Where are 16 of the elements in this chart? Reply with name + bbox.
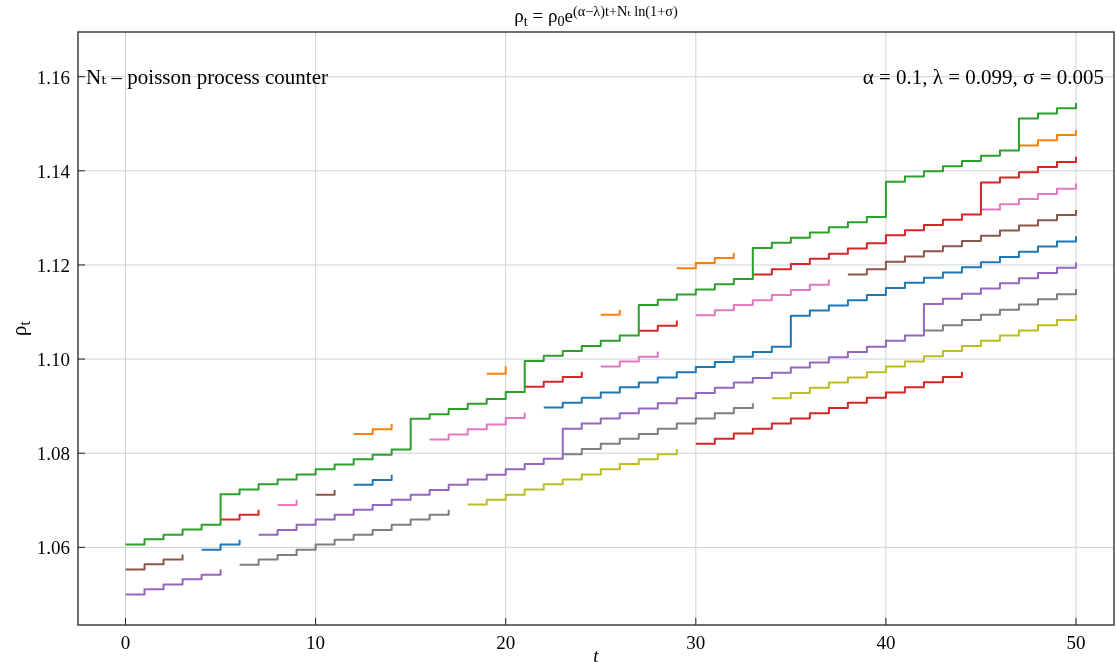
x-axis-title: t [593,645,600,662]
y-tick-label: 1.08 [36,443,70,465]
x-tick-label: 50 [1066,632,1086,653]
y-tick-label: 1.14 [36,160,71,182]
x-tick-label: 30 [686,632,706,653]
y-tick-label: 1.16 [36,66,70,88]
x-tick-label: 0 [120,632,131,653]
annotation: α = 0.1, λ = 0.099, σ = 0.005 [862,64,1104,89]
chart-title: ρ$_{t}$ = ρ$_{0}$e$^{(α−λ)t+Nₜ ln(1+σ)}$ [514,3,678,29]
x-tick-label: 20 [496,632,516,653]
annotation: Nₜ – poisson process counter [86,64,328,89]
x-tick-label: 40 [876,632,896,653]
y-tick-label: 1.12 [36,254,70,276]
y-tick-label: 1.06 [36,537,70,559]
y-tick-label: 1.10 [36,349,70,371]
x-tick-label: 10 [306,632,326,653]
